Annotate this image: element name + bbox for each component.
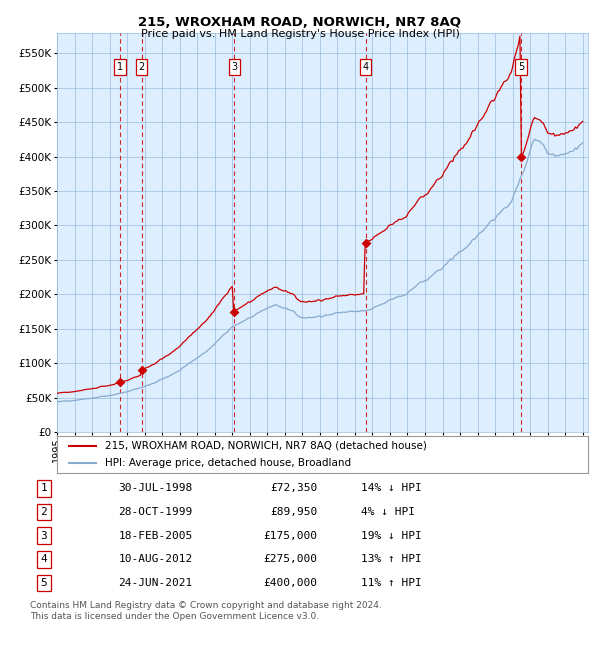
Text: 4: 4 [362, 62, 368, 72]
Text: £400,000: £400,000 [263, 578, 317, 588]
Point [115, 377, 125, 387]
Point [230, 306, 239, 317]
Text: 2: 2 [40, 507, 47, 517]
Text: 4% ↓ HPI: 4% ↓ HPI [361, 507, 415, 517]
Text: 10-AUG-2012: 10-AUG-2012 [118, 554, 193, 564]
Text: £89,950: £89,950 [270, 507, 317, 517]
Text: 3: 3 [40, 530, 47, 541]
Text: HPI: Average price, detached house, Broadland: HPI: Average price, detached house, Broa… [105, 458, 351, 468]
Text: 28-OCT-1999: 28-OCT-1999 [118, 507, 193, 517]
Point [137, 365, 146, 376]
Text: 5: 5 [40, 578, 47, 588]
Text: £275,000: £275,000 [263, 554, 317, 564]
Text: 1: 1 [40, 484, 47, 493]
Text: 18-FEB-2005: 18-FEB-2005 [118, 530, 193, 541]
Text: 215, WROXHAM ROAD, NORWICH, NR7 8AQ: 215, WROXHAM ROAD, NORWICH, NR7 8AQ [139, 16, 461, 29]
Text: 11% ↑ HPI: 11% ↑ HPI [361, 578, 422, 588]
Text: 1: 1 [116, 62, 123, 72]
Point [361, 237, 370, 248]
Text: 215, WROXHAM ROAD, NORWICH, NR7 8AQ (detached house): 215, WROXHAM ROAD, NORWICH, NR7 8AQ (det… [105, 441, 427, 450]
Text: Contains HM Land Registry data © Crown copyright and database right 2024.: Contains HM Land Registry data © Crown c… [30, 601, 382, 610]
Text: This data is licensed under the Open Government Licence v3.0.: This data is licensed under the Open Gov… [30, 612, 319, 621]
Text: 2: 2 [139, 62, 145, 72]
Text: Price paid vs. HM Land Registry's House Price Index (HPI): Price paid vs. HM Land Registry's House … [140, 29, 460, 38]
Text: 19% ↓ HPI: 19% ↓ HPI [361, 530, 422, 541]
Point [516, 151, 526, 162]
Text: £72,350: £72,350 [270, 484, 317, 493]
Text: 14% ↓ HPI: 14% ↓ HPI [361, 484, 422, 493]
Text: 13% ↑ HPI: 13% ↑ HPI [361, 554, 422, 564]
Text: 5: 5 [518, 62, 524, 72]
Text: 4: 4 [40, 554, 47, 564]
Text: 3: 3 [231, 62, 238, 72]
Text: 30-JUL-1998: 30-JUL-1998 [118, 484, 193, 493]
Text: £175,000: £175,000 [263, 530, 317, 541]
Text: 24-JUN-2021: 24-JUN-2021 [118, 578, 193, 588]
